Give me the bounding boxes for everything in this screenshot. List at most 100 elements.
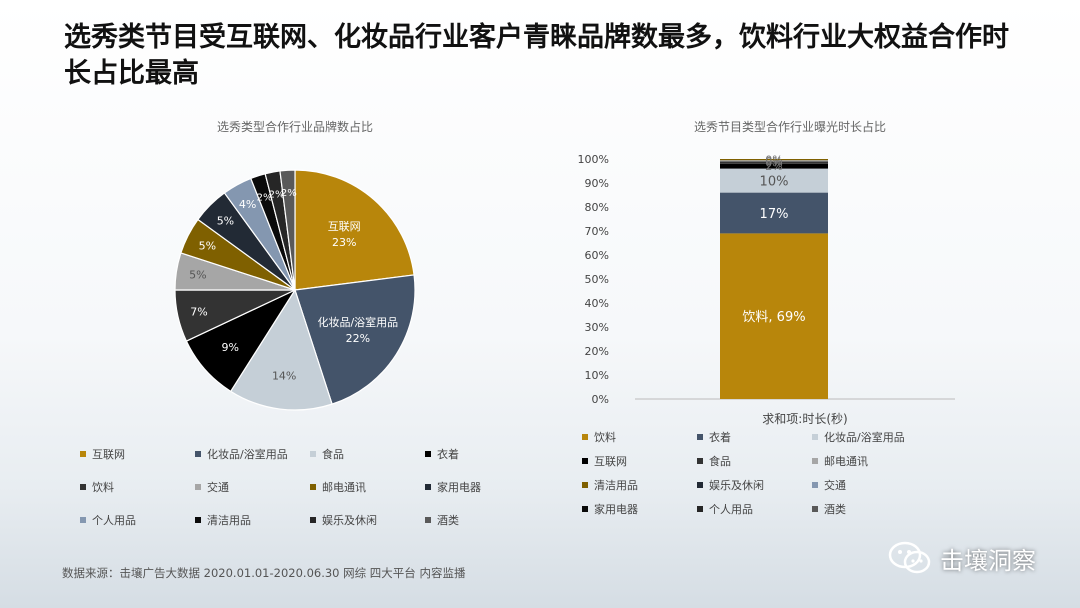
legend-item: 食品 bbox=[697, 453, 731, 469]
y-tick-label: 20% bbox=[585, 345, 609, 358]
bar-x-axis-label: 求和项:时长(秒) bbox=[762, 412, 848, 426]
bar-data-label: 0% bbox=[765, 154, 782, 167]
legend-swatch bbox=[310, 451, 316, 457]
legend-item: 化妆品/浴室用品 bbox=[812, 429, 905, 445]
bar-segment bbox=[720, 168, 828, 193]
legend-label: 个人用品 bbox=[92, 514, 136, 527]
legend-item: 衣着 bbox=[697, 429, 731, 445]
pie-slice bbox=[294, 169, 415, 291]
legend-label: 家用电器 bbox=[437, 481, 481, 494]
bar-segment bbox=[720, 160, 828, 162]
legend-swatch bbox=[310, 484, 316, 490]
legend-swatch bbox=[195, 484, 201, 490]
legend-label: 清洁用品 bbox=[594, 479, 638, 492]
brand-watermark: 击壤洞察 bbox=[888, 540, 1036, 576]
legend-label: 衣着 bbox=[709, 431, 731, 444]
legend-swatch bbox=[425, 451, 431, 457]
bar-data-label: 10% bbox=[760, 175, 789, 190]
legend-item: 娱乐及休闲 bbox=[697, 477, 764, 493]
data-source-note: 数据来源：击壤广告大数据 2020.01.01-2020.06.30 网综 四大… bbox=[62, 566, 466, 580]
bar-data-label: 0% bbox=[765, 155, 782, 168]
y-tick-label: 10% bbox=[585, 369, 609, 382]
legend-swatch bbox=[80, 451, 86, 457]
legend-label: 家用电器 bbox=[594, 503, 638, 516]
legend-swatch bbox=[582, 482, 588, 488]
pie-legend: 互联网 化妆品/浴室用品 食品 衣着饮料 交通 邮电通讯 家用电器个人用品 清洁用品 娱乐及休闲… bbox=[80, 446, 540, 536]
pie-slice bbox=[279, 169, 296, 291]
legend-swatch bbox=[310, 517, 316, 523]
legend-swatch bbox=[425, 517, 431, 523]
legend-label: 邮电通讯 bbox=[322, 481, 366, 494]
legend-swatch bbox=[697, 482, 703, 488]
pie-data-label: 5% bbox=[199, 239, 216, 252]
legend-label: 食品 bbox=[709, 455, 731, 468]
legend-swatch bbox=[582, 458, 588, 464]
legend-swatch bbox=[812, 506, 818, 512]
legend-label: 个人用品 bbox=[709, 503, 753, 516]
pie-slice bbox=[229, 288, 333, 411]
pie-data-label: 2% bbox=[281, 188, 297, 199]
pie-chart-title: 选秀类型合作行业品牌数占比 bbox=[216, 120, 373, 134]
legend-label: 化妆品/浴室用品 bbox=[824, 431, 905, 444]
legend-item: 邮电通讯 bbox=[812, 453, 868, 469]
bar-segment bbox=[720, 159, 828, 161]
y-tick-label: 60% bbox=[585, 249, 609, 262]
brand-name: 击壤洞察 bbox=[940, 546, 1036, 575]
bar-segment bbox=[720, 192, 828, 234]
page-title: 选秀类节目受互联网、化妆品行业客户青睐品牌数最多，饮料行业大权益合作时长占比最高 bbox=[64, 22, 1009, 89]
legend-label: 娱乐及休闲 bbox=[322, 514, 377, 527]
legend-label: 清洁用品 bbox=[207, 514, 251, 527]
legend-label: 衣着 bbox=[437, 448, 459, 461]
pie-data-label: 4% bbox=[239, 198, 256, 211]
stacked-bar-chart: 0% 10% 20% 30% 40% 50% 60% 70% 80% 90% 100% 饮料, 69%… bbox=[578, 153, 955, 406]
y-tick-label: 40% bbox=[585, 297, 609, 310]
wechat-icon bbox=[888, 541, 931, 574]
legend-label: 娱乐及休闲 bbox=[709, 479, 764, 492]
legend-item: 邮电通讯 bbox=[310, 479, 366, 495]
bar-legend: 饮料 衣着 化妆品/浴室用品互联网 食品 邮电通讯清洁用品 娱乐及休闲 交通家用电器 个人用品… bbox=[582, 429, 982, 519]
legend-item: 个人用品 bbox=[697, 501, 753, 517]
legend-item: 个人用品 bbox=[80, 512, 136, 528]
pie-data-label: 互联网 bbox=[328, 220, 361, 233]
legend-item: 家用电器 bbox=[425, 479, 481, 495]
legend-label: 互联网 bbox=[594, 455, 627, 468]
legend-label: 食品 bbox=[322, 448, 344, 461]
bar-segment bbox=[720, 161, 828, 164]
legend-item: 家用电器 bbox=[582, 501, 638, 517]
legend-swatch bbox=[582, 434, 588, 440]
legend-swatch bbox=[697, 458, 703, 464]
legend-item: 酒类 bbox=[425, 512, 459, 528]
legend-swatch bbox=[80, 517, 86, 523]
pie-data-label: 14% bbox=[272, 370, 296, 383]
y-tick-label: 0% bbox=[592, 393, 609, 406]
pie-data-label: 化妆品/浴室用品 bbox=[317, 315, 398, 329]
legend-label: 饮料 bbox=[92, 481, 114, 494]
pie-data-label: 9% bbox=[221, 341, 238, 354]
pie-data-label: 5% bbox=[217, 214, 234, 227]
legend-item: 互联网 bbox=[80, 446, 125, 462]
pie-data-label: 2% bbox=[269, 189, 285, 200]
pie-slice bbox=[294, 274, 416, 405]
legend-swatch bbox=[812, 434, 818, 440]
y-tick-label: 90% bbox=[585, 177, 609, 190]
legend-swatch bbox=[195, 517, 201, 523]
legend-label: 邮电通讯 bbox=[824, 455, 868, 468]
legend-swatch bbox=[697, 434, 703, 440]
legend-swatch bbox=[425, 484, 431, 490]
legend-item: 饮料 bbox=[582, 429, 616, 445]
legend-item: 清洁用品 bbox=[195, 512, 251, 528]
legend-item: 衣着 bbox=[425, 446, 459, 462]
legend-item: 互联网 bbox=[582, 453, 627, 469]
legend-label: 化妆品/浴室用品 bbox=[207, 448, 288, 461]
legend-item: 娱乐及休闲 bbox=[310, 512, 377, 528]
legend-label: 交通 bbox=[207, 481, 229, 494]
bar-segment bbox=[720, 163, 828, 169]
y-tick-label: 80% bbox=[585, 201, 609, 214]
pie-data-label: 5% bbox=[189, 269, 206, 282]
legend-item: 食品 bbox=[310, 446, 344, 462]
legend-swatch bbox=[80, 484, 86, 490]
legend-swatch bbox=[697, 506, 703, 512]
legend-label: 交通 bbox=[824, 479, 846, 492]
legend-item: 清洁用品 bbox=[582, 477, 638, 493]
